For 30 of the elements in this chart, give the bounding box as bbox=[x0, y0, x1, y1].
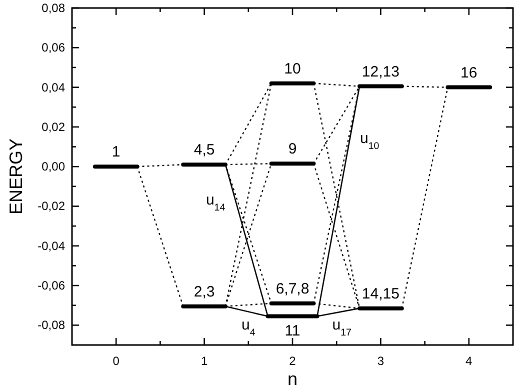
x-tick-label: 1 bbox=[200, 354, 208, 368]
annotation: u$_{14}$ bbox=[206, 191, 226, 213]
annotation: u$_{4}$ bbox=[242, 316, 256, 338]
annotation: 2,3 bbox=[194, 283, 215, 300]
y-tick-label: 0,02 bbox=[42, 120, 66, 134]
y-tick-label: 0,06 bbox=[42, 40, 66, 55]
annotation: 10 bbox=[284, 60, 301, 78]
x-tick-label: 4 bbox=[466, 354, 473, 368]
y-tick-label: 0,08 bbox=[42, 1, 66, 15]
annotation: 4,5 bbox=[194, 142, 215, 159]
annotation: 14,15 bbox=[362, 285, 400, 302]
y-tick-label: 0,00 bbox=[42, 160, 66, 174]
x-tick-label: 2 bbox=[289, 354, 296, 368]
y-axis-title: ENERGY bbox=[6, 138, 26, 215]
y-tick-label: -0,08 bbox=[38, 318, 66, 332]
annotation: u$_{10}$ bbox=[360, 130, 380, 152]
y-tick-label: -0,06 bbox=[38, 278, 66, 293]
y-tick-label: 0,04 bbox=[42, 80, 66, 94]
annotation: 16 bbox=[460, 64, 478, 82]
x-tick-label: 0 bbox=[112, 354, 120, 368]
annotation: 12,13 bbox=[362, 63, 400, 80]
annotation: u$_{17}$ bbox=[332, 316, 352, 338]
y-tick-label: -0,04 bbox=[38, 238, 66, 253]
annotation: 6,7,8 bbox=[276, 280, 310, 298]
x-tick-label: 3 bbox=[377, 354, 384, 368]
x-axis-title: n bbox=[287, 369, 298, 389]
y-tick-label: -0,02 bbox=[38, 199, 66, 214]
annotation: 9 bbox=[288, 140, 297, 158]
annotation: 11 bbox=[284, 322, 300, 340]
annotation: 1 bbox=[112, 144, 120, 161]
